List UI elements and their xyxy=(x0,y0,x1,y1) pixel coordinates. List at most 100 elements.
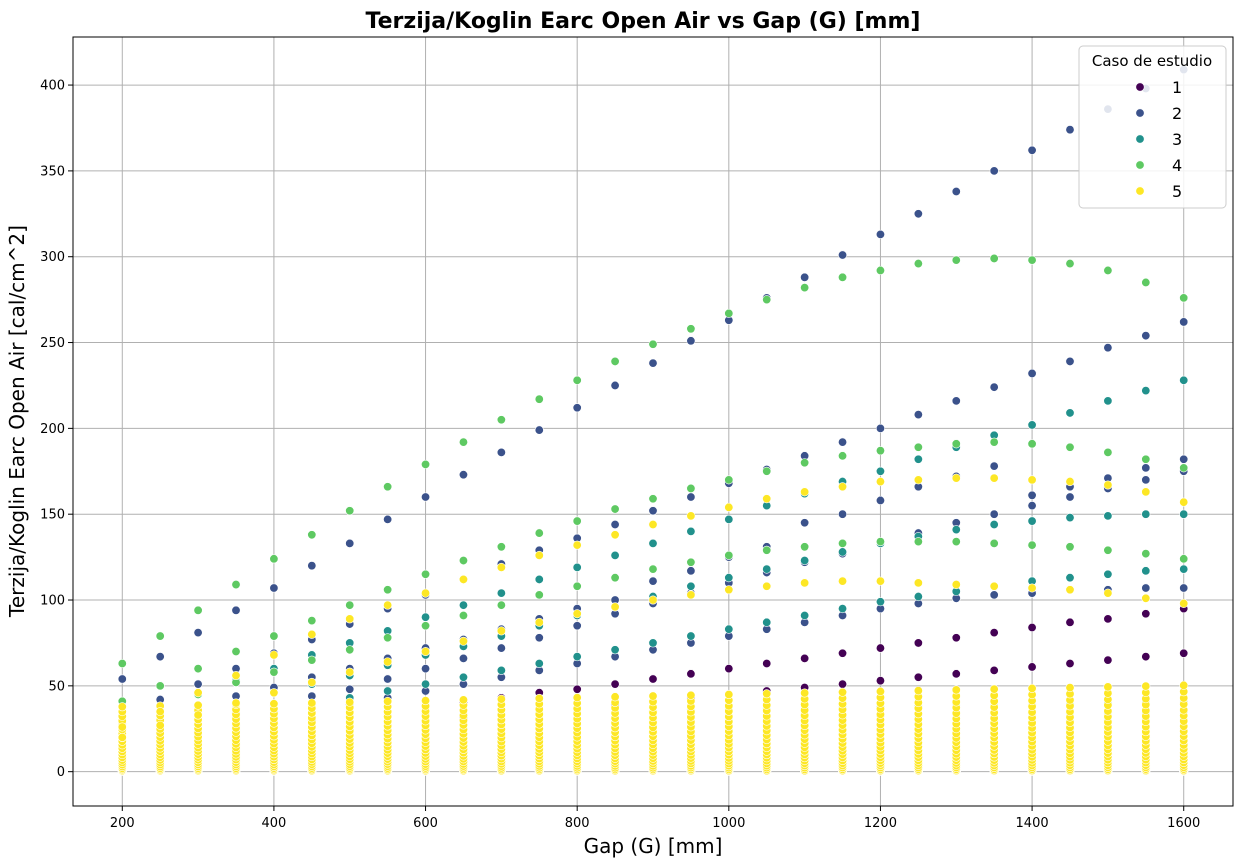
data-point xyxy=(1027,516,1037,526)
data-point xyxy=(1141,549,1151,559)
data-point xyxy=(610,530,620,540)
data-point xyxy=(648,638,658,648)
data-point xyxy=(951,669,961,679)
data-point xyxy=(875,446,885,456)
data-point xyxy=(1103,569,1113,579)
data-point xyxy=(989,166,999,176)
data-point xyxy=(610,645,620,655)
data-point xyxy=(345,667,355,677)
data-point xyxy=(458,636,468,646)
data-point xyxy=(421,588,431,598)
data-point xyxy=(838,482,848,492)
data-point xyxy=(572,609,582,619)
data-point xyxy=(1141,593,1151,603)
data-point xyxy=(307,561,317,571)
data-point xyxy=(1141,509,1151,519)
data-point xyxy=(496,626,506,636)
data-point xyxy=(951,186,961,196)
data-point xyxy=(610,519,620,529)
data-point xyxy=(345,684,355,694)
data-point xyxy=(421,612,431,622)
data-point xyxy=(534,574,544,584)
data-point xyxy=(496,694,506,704)
data-point xyxy=(610,380,620,390)
data-point xyxy=(1027,583,1037,593)
data-point xyxy=(686,557,696,567)
data-point xyxy=(231,647,241,657)
data-point xyxy=(458,437,468,447)
data-point xyxy=(762,494,772,504)
data-point xyxy=(193,679,203,689)
data-point xyxy=(800,688,810,698)
data-point xyxy=(193,605,203,615)
data-point xyxy=(875,576,885,586)
data-point xyxy=(1179,463,1189,473)
data-point xyxy=(155,707,165,717)
data-point xyxy=(686,566,696,576)
data-point xyxy=(610,573,620,583)
y-tick-label: 250 xyxy=(40,336,65,351)
data-point xyxy=(534,617,544,627)
x-tick-label: 400 xyxy=(262,816,287,831)
data-point xyxy=(610,692,620,702)
data-point xyxy=(951,473,961,483)
data-point xyxy=(724,550,734,560)
data-point xyxy=(117,722,127,732)
data-point xyxy=(838,687,848,697)
data-point xyxy=(572,375,582,385)
data-point xyxy=(989,538,999,548)
data-point xyxy=(913,209,923,219)
data-point xyxy=(610,602,620,612)
data-point xyxy=(1027,490,1037,500)
data-point xyxy=(1027,255,1037,265)
data-point xyxy=(724,664,734,674)
data-point xyxy=(1103,265,1113,275)
data-point xyxy=(724,502,734,512)
data-point xyxy=(1179,497,1189,507)
data-point xyxy=(572,652,582,662)
data-point xyxy=(724,475,734,485)
data-point xyxy=(1065,513,1075,523)
data-point xyxy=(989,628,999,638)
data-point xyxy=(534,693,544,703)
data-point xyxy=(610,679,620,689)
data-point xyxy=(496,447,506,457)
data-point xyxy=(913,638,923,648)
data-point xyxy=(307,655,317,665)
data-point xyxy=(724,690,734,700)
data-point xyxy=(838,509,848,519)
data-point xyxy=(875,676,885,686)
data-point xyxy=(1179,293,1189,303)
data-point xyxy=(762,689,772,699)
data-point xyxy=(1179,680,1189,690)
data-point xyxy=(648,674,658,684)
data-point xyxy=(989,437,999,447)
data-point xyxy=(913,259,923,269)
data-point xyxy=(534,425,544,435)
data-point xyxy=(1141,386,1151,396)
data-point xyxy=(1027,475,1037,485)
data-point xyxy=(1027,683,1037,693)
data-point xyxy=(1103,682,1113,692)
data-point xyxy=(1027,145,1037,155)
y-tick-label: 50 xyxy=(48,679,65,694)
data-point xyxy=(155,681,165,691)
data-point xyxy=(231,580,241,590)
data-point xyxy=(762,545,772,555)
data-point xyxy=(800,556,810,566)
data-point xyxy=(1065,659,1075,669)
data-point xyxy=(800,487,810,497)
data-point xyxy=(458,600,468,610)
data-point xyxy=(913,686,923,696)
y-tick-label: 200 xyxy=(40,422,65,437)
data-point xyxy=(989,382,999,392)
data-point xyxy=(838,538,848,548)
grid-lines xyxy=(73,37,1233,806)
data-point xyxy=(1141,277,1151,287)
data-point xyxy=(762,295,772,305)
data-point xyxy=(989,590,999,600)
data-point xyxy=(1027,439,1037,449)
data-point xyxy=(458,556,468,566)
data-point xyxy=(951,525,961,535)
